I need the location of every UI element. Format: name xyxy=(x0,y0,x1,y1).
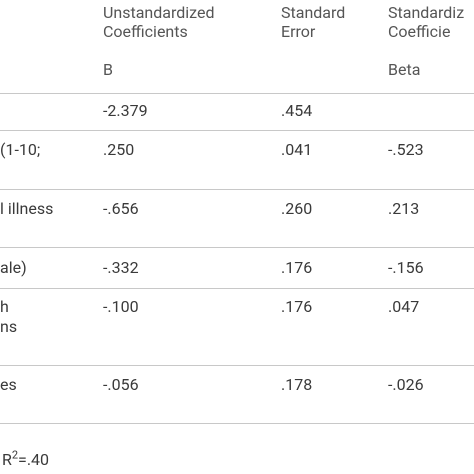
cell-beta: .047 xyxy=(388,297,420,316)
header-se-2: Error xyxy=(281,22,316,41)
cell-se: .260 xyxy=(281,199,313,218)
row-label: es xyxy=(0,375,17,394)
header-b-group-2: Coefficients xyxy=(103,22,188,41)
row-label: h xyxy=(0,297,9,316)
cell-beta: .213 xyxy=(388,199,420,218)
header-beta-group-1: Standardiz xyxy=(388,3,465,22)
cell-se: .041 xyxy=(281,140,313,159)
cell-b: .250 xyxy=(103,140,135,159)
row-label: (1-10; xyxy=(0,140,41,159)
cell-beta: -.026 xyxy=(388,375,424,394)
row-label: l illness xyxy=(0,199,54,218)
footer-r: R xyxy=(2,450,12,469)
footer-value: =.40 xyxy=(18,450,50,469)
header-b: B xyxy=(103,60,113,79)
row-rule xyxy=(0,247,474,248)
cell-b: -.332 xyxy=(103,258,139,277)
row-rule xyxy=(0,189,474,190)
row-rule xyxy=(0,93,474,94)
row-rule xyxy=(0,130,474,131)
cell-se: .454 xyxy=(281,101,313,120)
row-rule xyxy=(0,288,474,289)
cell-b: -2.379 xyxy=(103,101,148,120)
cell-se: .176 xyxy=(281,297,313,316)
cell-b: -.656 xyxy=(103,199,139,218)
cell-beta: -.523 xyxy=(388,140,424,159)
footer-note: R2=.40 xyxy=(2,450,49,470)
cell-b: -.100 xyxy=(103,297,139,316)
cell-se: .176 xyxy=(281,258,313,277)
row-label: ale) xyxy=(0,258,27,277)
row-label: ns xyxy=(0,317,18,336)
header-beta-group-2: Coefficie xyxy=(388,22,451,41)
footer-sup: 2 xyxy=(11,448,19,462)
header-beta: Beta xyxy=(388,60,421,79)
cell-se: .178 xyxy=(281,375,313,394)
cell-beta: -.156 xyxy=(388,258,424,277)
header-b-group-1: Unstandardized xyxy=(103,3,215,22)
row-rule xyxy=(0,365,474,366)
header-se-1: Standard xyxy=(281,3,346,22)
row-rule xyxy=(0,423,474,424)
cell-b: -.056 xyxy=(103,375,139,394)
